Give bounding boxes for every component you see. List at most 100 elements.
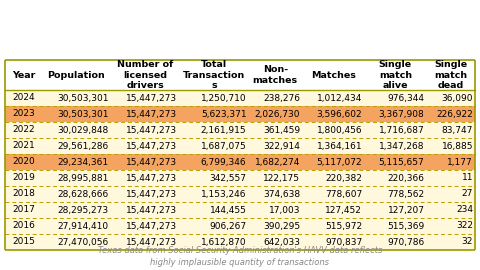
Text: 27,470,056: 27,470,056 — [58, 238, 108, 247]
Text: 322,914: 322,914 — [263, 141, 300, 150]
Text: 2021: 2021 — [12, 141, 35, 150]
Text: 342,557: 342,557 — [209, 174, 246, 183]
Bar — [5, 60, 475, 90]
Text: Number of
licensed
drivers: Number of licensed drivers — [117, 60, 173, 90]
Text: 29,561,286: 29,561,286 — [58, 141, 108, 150]
Text: Population: Population — [48, 70, 105, 79]
Bar — [5, 106, 475, 122]
Text: 122,175: 122,175 — [263, 174, 300, 183]
Text: 1,800,456: 1,800,456 — [317, 126, 362, 134]
Text: 15,447,273: 15,447,273 — [126, 238, 178, 247]
Text: 5,117,072: 5,117,072 — [317, 157, 362, 167]
Text: 1,364,161: 1,364,161 — [317, 141, 362, 150]
Text: 6,799,346: 6,799,346 — [201, 157, 246, 167]
Text: 1,687,075: 1,687,075 — [201, 141, 246, 150]
Text: 30,029,848: 30,029,848 — [58, 126, 108, 134]
Text: Year: Year — [12, 70, 35, 79]
Text: 2019: 2019 — [12, 174, 35, 183]
Text: 28,295,273: 28,295,273 — [58, 205, 108, 214]
Text: 220,382: 220,382 — [325, 174, 362, 183]
Text: Total
Transaction
s: Total Transaction s — [183, 60, 245, 90]
Text: 1,012,434: 1,012,434 — [317, 93, 362, 103]
Text: 361,459: 361,459 — [263, 126, 300, 134]
Text: 30,503,301: 30,503,301 — [57, 110, 108, 119]
Text: 15,447,273: 15,447,273 — [126, 221, 178, 231]
Text: Matches: Matches — [311, 70, 356, 79]
Text: 27: 27 — [462, 190, 473, 198]
Text: 642,033: 642,033 — [263, 238, 300, 247]
Bar — [5, 138, 475, 154]
Text: 36,090: 36,090 — [442, 93, 473, 103]
Text: 1,153,246: 1,153,246 — [201, 190, 246, 198]
Text: Non-
matches: Non- matches — [252, 65, 298, 85]
Text: 16,885: 16,885 — [442, 141, 473, 150]
Text: 28,628,666: 28,628,666 — [58, 190, 108, 198]
Text: 970,786: 970,786 — [387, 238, 424, 247]
Text: 2015: 2015 — [12, 238, 35, 247]
Text: 15,447,273: 15,447,273 — [126, 110, 178, 119]
Text: 83,747: 83,747 — [442, 126, 473, 134]
Text: 322: 322 — [456, 221, 473, 231]
Text: 15,447,273: 15,447,273 — [126, 174, 178, 183]
Text: 1,177: 1,177 — [447, 157, 473, 167]
Text: 3,596,602: 3,596,602 — [317, 110, 362, 119]
Text: 11: 11 — [461, 174, 473, 183]
Bar — [5, 122, 475, 138]
Text: 5,623,371: 5,623,371 — [201, 110, 246, 119]
Text: Single
match
alive: Single match alive — [379, 60, 412, 90]
Text: 15,447,273: 15,447,273 — [126, 93, 178, 103]
Text: 2,161,915: 2,161,915 — [201, 126, 246, 134]
Text: 2018: 2018 — [12, 190, 35, 198]
Text: 2020: 2020 — [12, 157, 35, 167]
Text: 1,250,710: 1,250,710 — [201, 93, 246, 103]
Text: 3,367,908: 3,367,908 — [379, 110, 424, 119]
Text: 127,452: 127,452 — [325, 205, 362, 214]
Text: 2022: 2022 — [12, 126, 35, 134]
Text: 15,447,273: 15,447,273 — [126, 190, 178, 198]
Text: 390,295: 390,295 — [263, 221, 300, 231]
Text: 238,276: 238,276 — [263, 93, 300, 103]
Text: 1,347,268: 1,347,268 — [379, 141, 424, 150]
Text: 1,612,870: 1,612,870 — [201, 238, 246, 247]
Text: 226,922: 226,922 — [436, 110, 473, 119]
Bar — [5, 170, 475, 186]
Text: 970,837: 970,837 — [325, 238, 362, 247]
Text: 32: 32 — [462, 238, 473, 247]
Text: 15,447,273: 15,447,273 — [126, 157, 178, 167]
Text: 2024: 2024 — [12, 93, 35, 103]
Bar — [5, 154, 475, 170]
Text: 2016: 2016 — [12, 221, 35, 231]
Bar — [5, 186, 475, 202]
Text: 234: 234 — [456, 205, 473, 214]
Text: 220,366: 220,366 — [387, 174, 424, 183]
Text: 374,638: 374,638 — [263, 190, 300, 198]
Text: 17,003: 17,003 — [268, 205, 300, 214]
Bar — [5, 218, 475, 234]
Text: 144,455: 144,455 — [210, 205, 246, 214]
Text: 15,447,273: 15,447,273 — [126, 141, 178, 150]
Text: 906,267: 906,267 — [209, 221, 246, 231]
Text: 27,914,410: 27,914,410 — [58, 221, 108, 231]
Text: 28,995,881: 28,995,881 — [57, 174, 108, 183]
Text: Single
match
dead: Single match dead — [434, 60, 468, 90]
Text: 30,503,301: 30,503,301 — [57, 93, 108, 103]
Text: Texas data from Social Security Administration's HAVV data reflects
highly impla: Texas data from Social Security Administ… — [98, 246, 382, 267]
Text: 1,716,687: 1,716,687 — [379, 126, 424, 134]
Text: 29,234,361: 29,234,361 — [58, 157, 108, 167]
Text: 15,447,273: 15,447,273 — [126, 126, 178, 134]
Text: 1,682,274: 1,682,274 — [254, 157, 300, 167]
Bar — [5, 234, 475, 250]
Text: 15,447,273: 15,447,273 — [126, 205, 178, 214]
Text: 515,972: 515,972 — [325, 221, 362, 231]
Text: 5,115,657: 5,115,657 — [379, 157, 424, 167]
Text: 127,207: 127,207 — [387, 205, 424, 214]
Text: 778,562: 778,562 — [387, 190, 424, 198]
Bar — [5, 90, 475, 106]
Bar — [5, 202, 475, 218]
Text: 515,369: 515,369 — [387, 221, 424, 231]
Text: 2017: 2017 — [12, 205, 35, 214]
Text: 2,026,730: 2,026,730 — [254, 110, 300, 119]
Text: 2023: 2023 — [12, 110, 35, 119]
Text: 778,607: 778,607 — [325, 190, 362, 198]
Text: 976,344: 976,344 — [387, 93, 424, 103]
